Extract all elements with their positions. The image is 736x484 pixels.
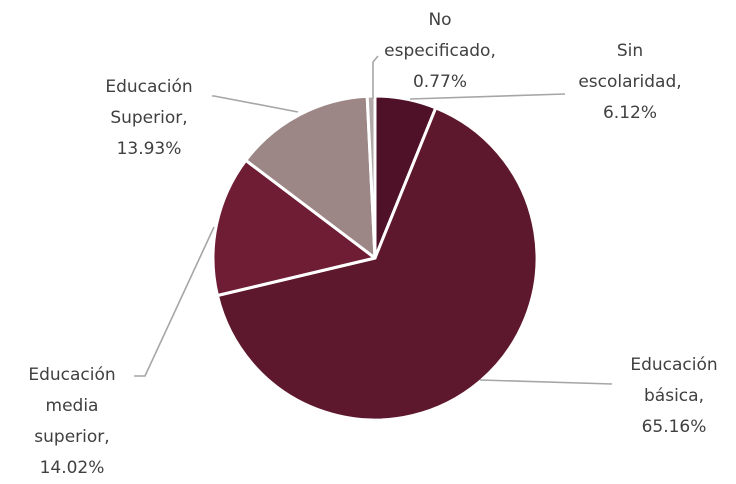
leader-line-educacion-media-superior — [134, 226, 215, 377]
data-label-line: Educación — [630, 355, 718, 375]
data-label-line: escolaridad, — [578, 72, 682, 92]
data-label-no-especificado: No especificado, 0.77% — [365, 5, 515, 98]
data-label-line: 0.77% — [412, 72, 467, 92]
data-label-line: No — [428, 10, 452, 30]
data-label-line: Educación — [28, 365, 116, 385]
data-label-line: 6.12% — [602, 103, 657, 123]
data-label-sin-escolaridad: Sin escolaridad, 6.12% — [565, 36, 695, 129]
data-label-line: 65.16% — [641, 417, 707, 437]
data-label-educacion-basica: Educación básica, 65.16% — [612, 350, 736, 443]
data-label-line: Educación — [105, 77, 193, 97]
pie-slice-educacion-media-superior — [211, 158, 377, 298]
data-label-educacion-media-superior: Educación media superior, 14.02% — [10, 360, 134, 484]
leader-line-educacion-basica — [479, 379, 613, 385]
data-label-line: Superior, — [110, 108, 188, 128]
data-label-line: Sin — [616, 41, 644, 61]
pie-slice-no-especificado — [365, 94, 377, 260]
leader-line-no-especificado — [372, 55, 379, 99]
data-label-educacion-superior: Educación Superior, 13.93% — [86, 72, 212, 165]
pie-slice-educacion-superior — [244, 94, 377, 260]
data-label-line: superior, — [34, 427, 110, 447]
leader-line-educacion-superior — [212, 95, 299, 113]
data-label-line: especificado, — [384, 41, 496, 61]
data-label-line: 14.02% — [39, 458, 105, 478]
data-label-line: media — [45, 396, 99, 416]
data-label-line: básica, — [644, 386, 704, 406]
leader-line-sin-escolaridad — [409, 93, 566, 100]
data-label-line: 13.93% — [116, 139, 182, 159]
